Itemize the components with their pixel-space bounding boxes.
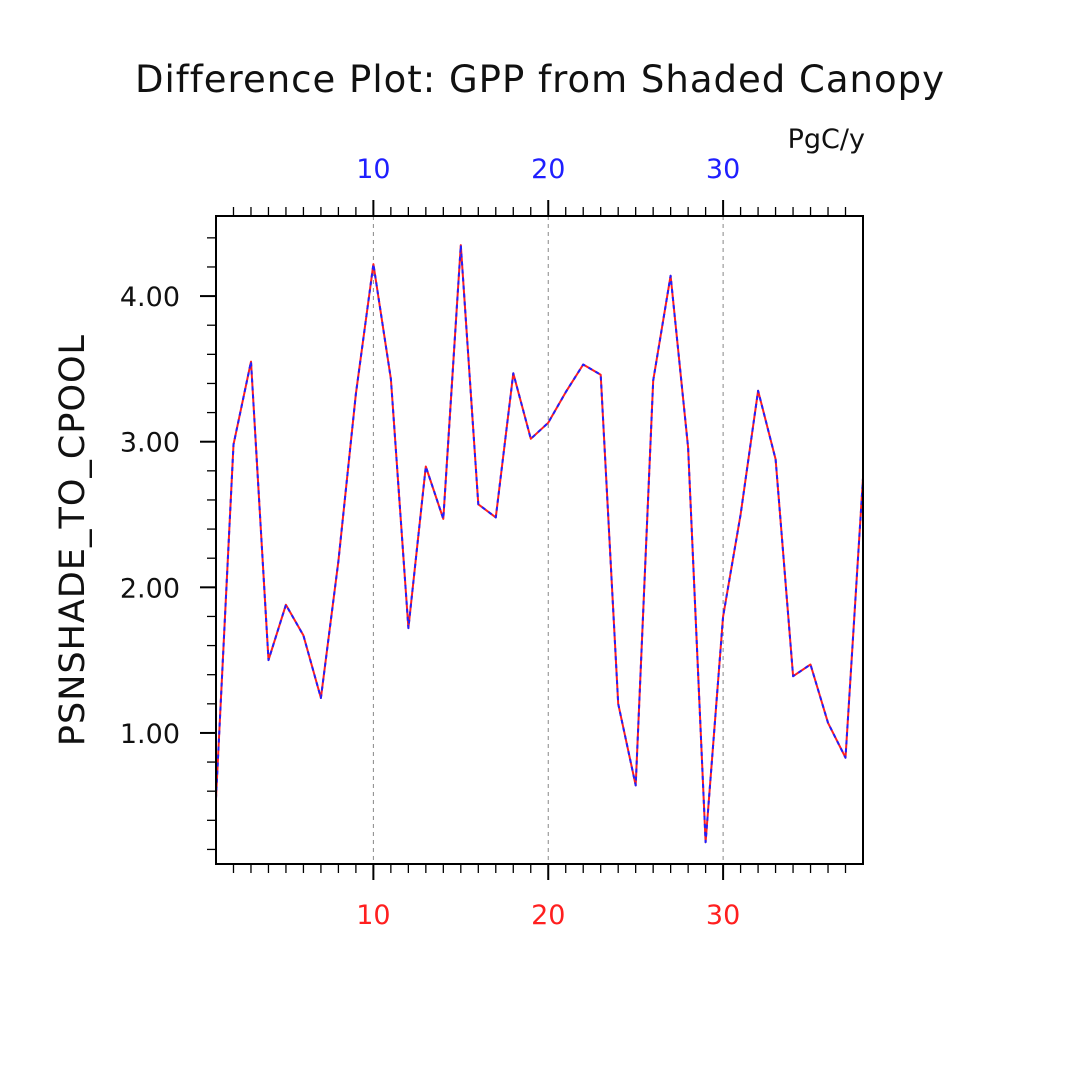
x-tick-label-top: 30 <box>706 154 740 185</box>
grid-lines <box>372 216 724 864</box>
chart-title: Difference Plot: GPP from Shaded Canopy <box>135 58 945 101</box>
y-tick-label: 1.00 <box>120 719 180 750</box>
axes <box>200 200 864 880</box>
x-tick-label-bottom: 30 <box>706 900 740 931</box>
series-lines <box>215 244 864 844</box>
x-tick-label-bottom: 20 <box>531 900 565 931</box>
x-tick-label-top: 10 <box>356 154 390 185</box>
series-line-2 <box>215 244 864 844</box>
y-tick-label: 2.00 <box>120 573 180 604</box>
plot-frame <box>215 215 864 865</box>
x-tick-label-bottom: 10 <box>356 900 390 931</box>
units-label: PgC/y <box>788 124 865 155</box>
tick-labels: 10 10 20 20 30 30 1.00 2.00 3.00 4.00 <box>120 154 740 931</box>
series-line-1 <box>215 244 864 844</box>
y-tick-label: 4.00 <box>120 282 180 313</box>
x-tick-label-top: 20 <box>531 154 565 185</box>
y-tick-label: 3.00 <box>120 428 180 459</box>
y-axis-label: PSNSHADE_TO_CPOOL <box>53 334 93 746</box>
